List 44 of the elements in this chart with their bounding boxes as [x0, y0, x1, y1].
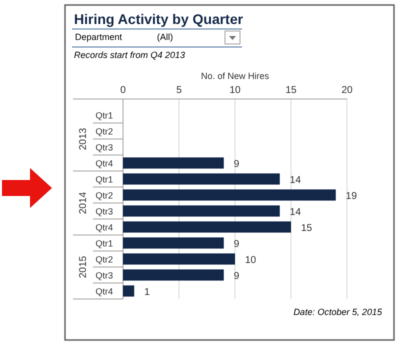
- data-label: 19: [346, 191, 358, 202]
- text: Date: October 5, 2015: [293, 307, 383, 317]
- y-tick-label: Qtr4: [95, 286, 113, 296]
- text: 2014: [78, 191, 89, 214]
- data-label: 9: [234, 271, 240, 282]
- x-tick-label: 20: [341, 85, 353, 96]
- text: Department: [75, 32, 123, 42]
- bar: [123, 157, 224, 169]
- x-tick-label: 5: [176, 85, 182, 96]
- data-label: 14: [290, 207, 302, 218]
- y-tick-label: Qtr4: [95, 158, 113, 168]
- data-label: 14: [290, 175, 302, 186]
- data-label: 1: [144, 287, 150, 298]
- y-tick-label: Qtr2: [95, 254, 113, 264]
- x-tick-label: 0: [120, 85, 126, 96]
- y-tick-label: Qtr1: [95, 238, 113, 248]
- bar: [123, 221, 291, 233]
- data-label: 10: [245, 255, 257, 266]
- bar: [123, 269, 224, 281]
- bar: [123, 205, 280, 217]
- text: 2015: [78, 255, 89, 278]
- y-tick-label: Qtr1: [95, 110, 113, 120]
- y-tick-label: Qtr3: [95, 206, 113, 216]
- bar: [123, 285, 134, 297]
- bar: [123, 173, 280, 185]
- x-axis-title: No. of New Hires: [200, 71, 270, 81]
- text: (All): [157, 32, 173, 42]
- y-tick-label: Qtr4: [95, 222, 113, 232]
- text: 2013: [78, 127, 89, 150]
- x-tick-label: 15: [285, 85, 297, 96]
- x-tick-label: 10: [229, 85, 241, 96]
- y-tick-label: Qtr1: [95, 174, 113, 184]
- y-tick-label: Qtr2: [95, 126, 113, 136]
- bar: [123, 253, 235, 265]
- y-tick-label: Qtr2: [95, 190, 113, 200]
- y-tick-label: Qtr3: [95, 270, 113, 280]
- data-label: 9: [234, 159, 240, 170]
- bar: [123, 189, 336, 201]
- chart-title: Hiring Activity by Quarter: [74, 11, 244, 27]
- y-tick-label: Qtr3: [95, 142, 113, 152]
- data-label: 15: [301, 223, 313, 234]
- text: Records start from Q4 2013: [74, 50, 186, 60]
- data-label: 9: [234, 239, 240, 250]
- bar: [123, 237, 224, 249]
